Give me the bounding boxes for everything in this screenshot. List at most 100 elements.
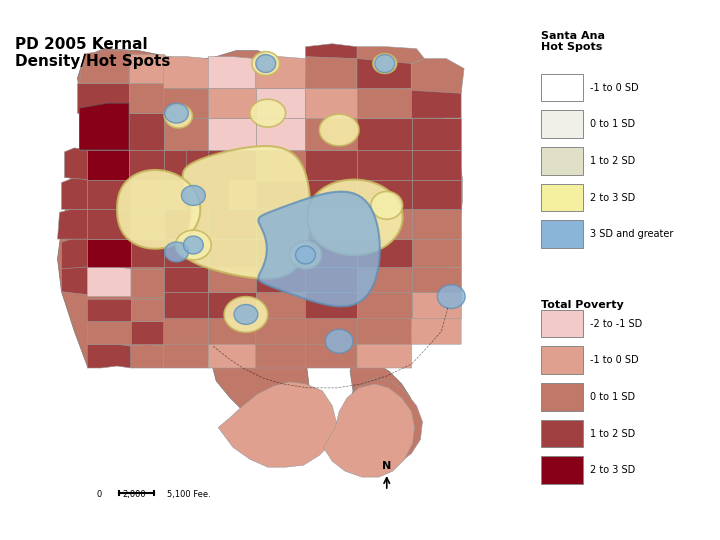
Text: 2 to 3 SD: 2 to 3 SD bbox=[590, 465, 636, 475]
Text: 2,000: 2,000 bbox=[122, 490, 145, 499]
Polygon shape bbox=[323, 384, 415, 477]
Polygon shape bbox=[163, 267, 208, 292]
Polygon shape bbox=[256, 316, 305, 344]
Polygon shape bbox=[165, 104, 192, 128]
Polygon shape bbox=[79, 51, 129, 83]
Polygon shape bbox=[117, 170, 200, 249]
Polygon shape bbox=[258, 192, 380, 306]
Bar bbox=[541, 346, 582, 374]
Polygon shape bbox=[307, 180, 402, 255]
Polygon shape bbox=[256, 89, 305, 118]
Polygon shape bbox=[305, 267, 357, 292]
Polygon shape bbox=[256, 341, 305, 368]
Polygon shape bbox=[305, 210, 357, 239]
Polygon shape bbox=[305, 44, 357, 59]
Text: PD 2005 Kernal
Density/Hot Spots: PD 2005 Kernal Density/Hot Spots bbox=[15, 37, 170, 69]
Polygon shape bbox=[412, 239, 461, 267]
Polygon shape bbox=[208, 341, 256, 368]
Polygon shape bbox=[186, 166, 228, 210]
Polygon shape bbox=[87, 321, 131, 344]
Polygon shape bbox=[129, 53, 163, 83]
Polygon shape bbox=[357, 341, 412, 368]
Polygon shape bbox=[61, 267, 87, 295]
Polygon shape bbox=[163, 210, 208, 239]
Polygon shape bbox=[165, 242, 189, 262]
Polygon shape bbox=[256, 150, 305, 180]
Polygon shape bbox=[129, 83, 163, 113]
Polygon shape bbox=[131, 180, 163, 210]
Polygon shape bbox=[371, 192, 402, 219]
Polygon shape bbox=[295, 246, 315, 264]
Polygon shape bbox=[250, 99, 286, 127]
Polygon shape bbox=[357, 210, 412, 239]
Polygon shape bbox=[131, 344, 163, 368]
Bar bbox=[541, 420, 582, 447]
Text: 1 to 2 SD: 1 to 2 SD bbox=[590, 156, 636, 166]
Polygon shape bbox=[357, 239, 412, 267]
Text: 0 to 1 SD: 0 to 1 SD bbox=[590, 119, 635, 129]
Polygon shape bbox=[305, 180, 357, 210]
Polygon shape bbox=[357, 267, 412, 292]
Polygon shape bbox=[87, 344, 131, 368]
Polygon shape bbox=[256, 239, 305, 267]
Polygon shape bbox=[208, 267, 256, 292]
Polygon shape bbox=[208, 118, 256, 150]
Polygon shape bbox=[412, 267, 461, 292]
Polygon shape bbox=[357, 180, 412, 210]
Polygon shape bbox=[224, 296, 268, 332]
Polygon shape bbox=[165, 103, 189, 123]
Polygon shape bbox=[412, 180, 461, 210]
Polygon shape bbox=[412, 316, 461, 344]
Polygon shape bbox=[305, 150, 357, 180]
Text: -1 to 0 SD: -1 to 0 SD bbox=[590, 83, 639, 93]
Polygon shape bbox=[375, 55, 395, 72]
Polygon shape bbox=[183, 146, 310, 279]
Polygon shape bbox=[305, 341, 357, 368]
Text: -1 to 0 SD: -1 to 0 SD bbox=[590, 355, 639, 366]
Polygon shape bbox=[412, 59, 464, 93]
Polygon shape bbox=[357, 89, 412, 118]
Polygon shape bbox=[65, 148, 87, 180]
Polygon shape bbox=[58, 210, 87, 239]
Polygon shape bbox=[256, 57, 305, 89]
Polygon shape bbox=[131, 321, 163, 344]
Polygon shape bbox=[412, 210, 461, 239]
Polygon shape bbox=[163, 239, 208, 267]
Text: 1 to 2 SD: 1 to 2 SD bbox=[590, 429, 636, 438]
Polygon shape bbox=[218, 382, 337, 467]
Polygon shape bbox=[357, 46, 425, 64]
Text: 3 SD and greater: 3 SD and greater bbox=[590, 230, 674, 239]
Polygon shape bbox=[412, 292, 461, 319]
Polygon shape bbox=[131, 239, 163, 267]
Polygon shape bbox=[87, 239, 131, 267]
Polygon shape bbox=[176, 230, 211, 260]
Polygon shape bbox=[437, 285, 465, 308]
Polygon shape bbox=[412, 89, 461, 118]
Text: N: N bbox=[382, 461, 392, 471]
Polygon shape bbox=[208, 210, 256, 239]
Polygon shape bbox=[325, 329, 353, 353]
Polygon shape bbox=[131, 299, 163, 321]
Bar bbox=[541, 184, 582, 211]
Polygon shape bbox=[289, 241, 321, 269]
Polygon shape bbox=[373, 53, 397, 73]
Polygon shape bbox=[357, 292, 412, 319]
Polygon shape bbox=[163, 57, 208, 89]
Polygon shape bbox=[79, 113, 129, 150]
Polygon shape bbox=[87, 150, 129, 180]
Polygon shape bbox=[129, 113, 163, 150]
Polygon shape bbox=[79, 103, 129, 150]
Polygon shape bbox=[129, 150, 163, 180]
Polygon shape bbox=[87, 299, 131, 321]
Polygon shape bbox=[208, 89, 256, 118]
Polygon shape bbox=[208, 57, 256, 89]
Polygon shape bbox=[305, 292, 357, 319]
Polygon shape bbox=[305, 57, 357, 89]
Polygon shape bbox=[131, 269, 163, 296]
Polygon shape bbox=[252, 52, 279, 76]
Polygon shape bbox=[256, 55, 276, 72]
Polygon shape bbox=[131, 210, 163, 239]
Polygon shape bbox=[208, 239, 256, 267]
Bar bbox=[541, 147, 582, 174]
Bar bbox=[541, 110, 582, 138]
